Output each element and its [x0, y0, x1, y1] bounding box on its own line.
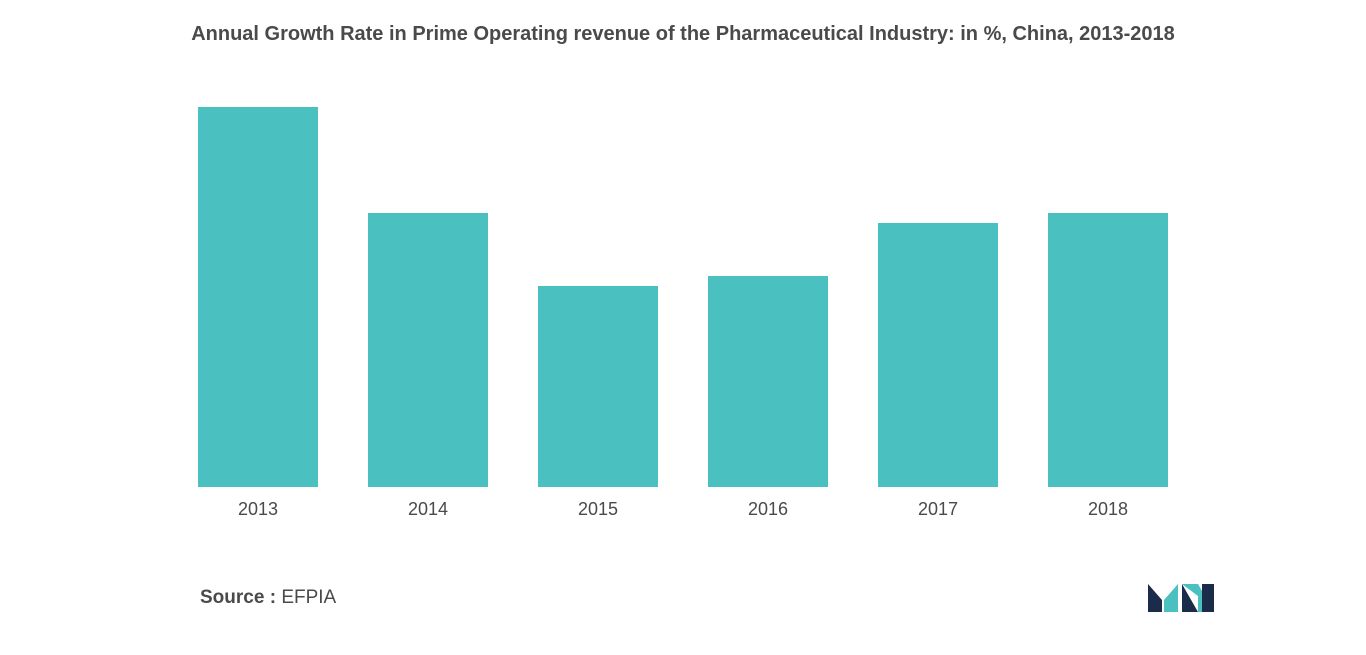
plot-area: 2013 2014 2015 2016 2017 2018 — [60, 98, 1306, 520]
bar — [368, 213, 488, 487]
x-axis-label: 2017 — [918, 499, 958, 520]
mordor-logo-icon — [1146, 580, 1216, 615]
x-axis-label: 2018 — [1088, 499, 1128, 520]
bar — [198, 107, 318, 487]
x-axis-label: 2015 — [578, 499, 618, 520]
chart-container: Annual Growth Rate in Prime Operating re… — [0, 0, 1366, 655]
bar-group: 2017 — [878, 223, 998, 520]
bar-group: 2016 — [708, 276, 828, 520]
bar-group: 2013 — [198, 107, 318, 520]
source-text: Source : EFPIA — [200, 587, 336, 609]
source-label: Source : — [200, 587, 276, 608]
source-value: EFPIA — [281, 587, 336, 608]
bar-group: 2018 — [1048, 213, 1168, 520]
x-axis-label: 2016 — [748, 499, 788, 520]
bar — [538, 286, 658, 487]
bar-group: 2015 — [538, 286, 658, 520]
x-axis-label: 2013 — [238, 499, 278, 520]
bar — [878, 223, 998, 487]
x-axis-label: 2014 — [408, 499, 448, 520]
bar-group: 2014 — [368, 213, 488, 520]
bar — [708, 276, 828, 487]
bar — [1048, 213, 1168, 487]
chart-title: Annual Growth Rate in Prime Operating re… — [60, 20, 1306, 48]
chart-footer: Source : EFPIA — [60, 580, 1306, 615]
